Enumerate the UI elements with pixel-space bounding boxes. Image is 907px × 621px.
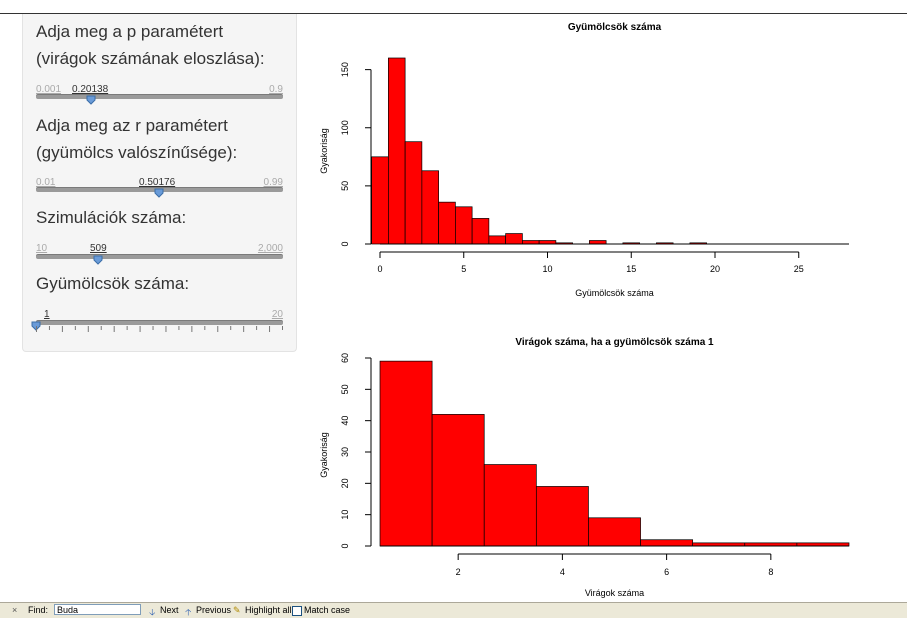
chart-title: Virágok száma, ha a gyümölcsök száma 1 [515,337,714,348]
fruit-slider-max: 20 [271,309,283,320]
close-find-icon[interactable]: × [12,605,18,615]
fruit-slider-value: 1 [44,309,50,320]
histogram-bar [455,206,473,245]
x-tick-label: 4 [560,567,565,577]
y-tick-label: 50 [340,384,350,394]
r-slider-handle[interactable] [154,185,164,198]
r-slider-min: 0.01 [36,177,56,188]
histogram-bar [535,486,589,547]
histogram-bar [471,218,490,245]
highlight-icon: ✎ [233,605,241,615]
y-axis-label: Gyakoriság [319,128,329,174]
histogram-bar [505,233,523,245]
y-tick-label: 20 [340,478,350,488]
r-slider-value: 0.50176 [139,177,176,188]
slider-handle-icon [93,255,103,265]
find-next-button[interactable]: Next [160,605,179,615]
y-tick-label: 50 [340,181,350,191]
find-previous-button[interactable]: Previous [196,605,232,615]
top-divider [0,13,907,14]
p-slider-handle[interactable] [86,92,96,105]
y-tick-label: 60 [340,353,350,363]
histogram-bar [538,240,557,245]
r-param-label-line2: (gyümölcs valószínűsége): [36,143,238,162]
histogram-bar [483,464,537,547]
find-bar: × Find: Buda 🡣 Next 🡡 Previous ✎ Highlig… [0,602,907,618]
x-tick-label: 5 [461,264,466,274]
fruit-slider-ticks [36,326,283,332]
histogram-bar [589,240,607,245]
y-axis-label: Gyakoriság [319,432,329,478]
sim-count-label: Szimulációk száma: [36,208,187,227]
histogram-bar [404,141,423,245]
fruit-slider-track[interactable] [36,320,283,325]
x-tick-label: 25 [794,264,804,274]
histogram-bar [522,240,540,245]
histogram-bar [488,235,506,245]
x-tick-label: 6 [664,567,669,577]
chart-2: Virágok száma, ha a gyümölcsök száma 1 2 4… [319,337,850,598]
histogram-bar [371,156,389,245]
match-case-label: Match case [304,605,351,615]
histogram-bar [588,517,641,547]
histogram-bar [388,57,406,245]
x-tick-label: 8 [768,567,773,577]
y-tick-label: 150 [340,62,350,77]
sim-slider-track[interactable] [36,254,283,259]
p-param-label-line1: Adja meg a p paramétert [36,22,224,41]
sidebar-panel [22,14,297,352]
histogram-bar [640,539,694,547]
x-tick-label: 20 [710,264,720,274]
r-param-label-line1: Adja meg az r paramétert [36,116,228,135]
y-tick-label: 10 [340,510,350,520]
histogram-bar [379,360,433,547]
p-slider-value: 0.20138 [72,84,109,95]
p-slider-min: 0.001 [36,84,62,95]
p-slider-max: 0.9 [269,84,283,95]
sim-slider-max: 2,000 [257,243,283,254]
arrow-down-icon: 🡣 [149,607,156,617]
fruit-count-label: Gyümölcsök száma: [36,274,190,293]
x-axis-label: Gyümölcsök száma [575,288,654,298]
y-tick-label: 100 [340,120,350,135]
find-label: Find: [28,605,49,615]
p-slider-track[interactable] [36,94,283,99]
x-tick-label: 2 [456,567,461,577]
x-tick-label: 15 [626,264,636,274]
y-tick-label: 30 [340,447,350,457]
y-tick-label: 40 [340,416,350,426]
arrow-up-icon: 🡡 [185,607,192,617]
x-tick-label: 0 [377,264,382,274]
r-slider-max: 0.99 [263,177,283,188]
highlight-all-button[interactable]: Highlight all [245,605,292,615]
find-input[interactable]: Buda [54,604,141,615]
x-axis-label: Virágok száma [585,588,644,598]
slider-handle-icon [154,188,164,198]
sim-slider-value: 509 [90,243,107,254]
histogram-bar [421,170,439,245]
y-tick-label: 0 [340,241,350,246]
slider-handle-icon [86,95,96,105]
sim-slider-handle[interactable] [93,252,103,265]
x-tick-label: 10 [542,264,552,274]
chart-title: Gyümölcsök száma [568,22,662,33]
p-param-label-line2: (virágok számának eloszlása): [36,49,265,68]
histogram-bar [431,414,485,547]
chart-1: Gyümölcsök száma 0 5 10 15 20 25 Gyümölcsök szá… [319,22,849,298]
histogram-bar [438,201,456,245]
match-case-checkbox[interactable] [292,606,302,616]
sim-slider-min: 10 [36,243,48,254]
y-tick-label: 0 [340,543,350,548]
